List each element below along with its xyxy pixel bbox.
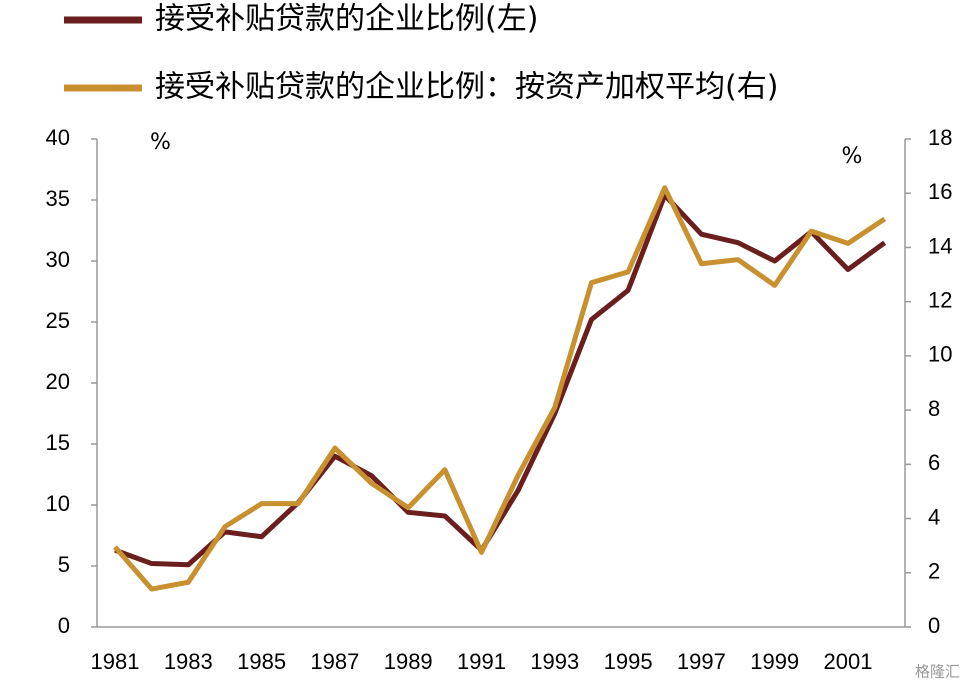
legend-label: 接受补贴贷款的企业比例：按资产加权平均(右)	[155, 70, 778, 105]
x-tick-label: 1997	[677, 649, 726, 674]
y-tick-label: 0	[58, 613, 70, 638]
y2-tick-label: 0	[928, 613, 940, 638]
x-tick-label: 1985	[237, 649, 286, 674]
x-tick-label: 1987	[310, 649, 359, 674]
x-tick-label: 2001	[824, 649, 873, 674]
y2-tick-label: 16	[928, 179, 952, 204]
x-tick-label: 1991	[457, 649, 506, 674]
series-line	[114, 192, 887, 568]
y-tick-label: 40	[46, 125, 70, 150]
legend-label: 接受补贴贷款的企业比例(左)	[155, 2, 538, 37]
x-tick-label: 1983	[164, 649, 213, 674]
y2-tick-label: 18	[928, 125, 952, 150]
y2-unit: %	[842, 144, 863, 169]
y-tick-label: 10	[46, 491, 70, 516]
watermark: 格隆汇	[915, 663, 960, 681]
y2-tick-label: 14	[928, 233, 952, 258]
y2-tick-label: 10	[928, 342, 952, 367]
x-tick-label: 1981	[91, 649, 140, 674]
y-unit: %	[150, 130, 171, 155]
y2-tick-label: 2	[928, 559, 940, 584]
y-tick-label: 25	[46, 308, 70, 333]
series-line	[113, 185, 887, 592]
y-tick-label: 20	[46, 369, 70, 394]
y-tick-label: 30	[46, 247, 70, 272]
y2-tick-label: 8	[928, 396, 940, 421]
x-tick-label: 1993	[530, 649, 579, 674]
y-tick-label: 35	[46, 186, 70, 211]
y2-tick-label: 6	[928, 450, 940, 475]
y2-tick-label: 12	[928, 287, 952, 312]
x-tick-label: 1995	[604, 649, 653, 674]
y-tick-label: 5	[58, 552, 70, 577]
y-tick-label: 15	[46, 430, 70, 455]
x-tick-label: 1999	[750, 649, 799, 674]
y2-tick-label: 4	[928, 504, 940, 529]
x-tick-label: 1989	[384, 649, 433, 674]
